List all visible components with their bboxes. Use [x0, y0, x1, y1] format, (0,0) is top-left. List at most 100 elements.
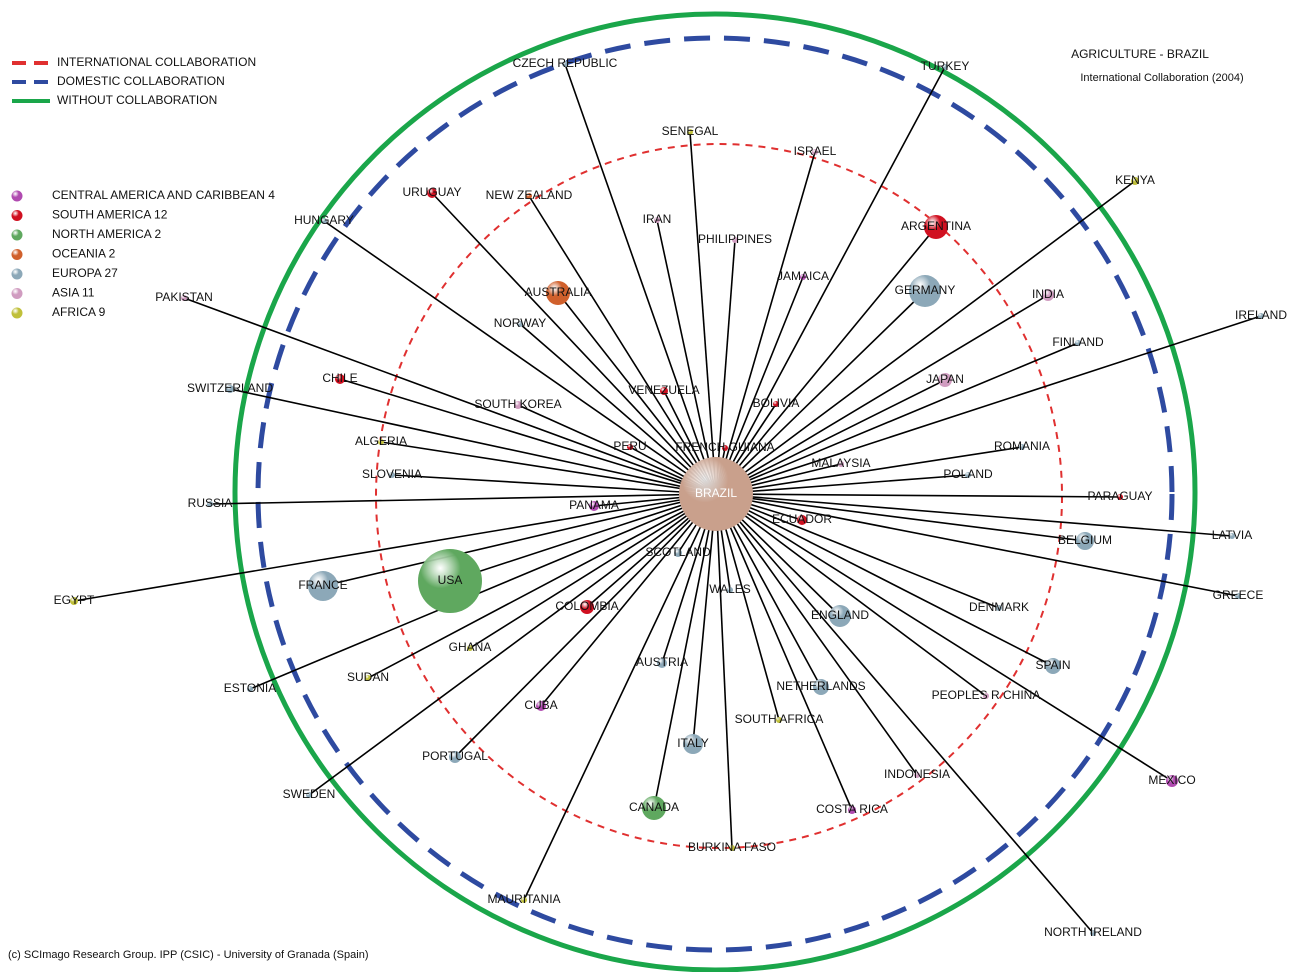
country-node: [965, 472, 971, 478]
edge: [528, 195, 717, 495]
country-label: DENMARK: [969, 600, 1029, 614]
edge: [715, 493, 733, 849]
country-label: HUNGARY: [294, 213, 354, 227]
center-node: [679, 457, 753, 531]
country-node: [674, 549, 682, 557]
edge: [715, 239, 736, 495]
country-node: [562, 61, 568, 67]
country-node: [627, 444, 633, 450]
country-node: [1117, 494, 1123, 500]
edge: [557, 292, 717, 495]
country-node: [914, 772, 920, 778]
country-label: ROMANIA: [994, 439, 1050, 453]
edge: [431, 192, 717, 495]
subtitle: International Collaboration (2004): [1080, 72, 1243, 84]
country-label: SWITZERLAND: [187, 381, 273, 395]
edge: [449, 493, 717, 582]
edge: [715, 315, 1262, 495]
edge: [715, 493, 918, 776]
country-node: [813, 679, 829, 695]
country-label: WALES: [709, 582, 751, 596]
country-label: FRENCH GUIANA: [675, 440, 774, 454]
without-collaboration-ring: [232, 11, 1198, 972]
edge: [656, 219, 717, 495]
edge: [689, 131, 717, 495]
country-label: NORWAY: [494, 316, 546, 330]
country-node: [378, 439, 384, 445]
country-node: [526, 193, 532, 199]
country-label: URUGUAY: [402, 185, 461, 199]
edge: [540, 493, 717, 707]
country-node: [335, 374, 345, 384]
country-node: [829, 605, 851, 627]
country-label: RUSSIA: [188, 496, 233, 510]
country-label: AUSTRIA: [636, 655, 688, 669]
edge: [308, 493, 717, 796]
country-node: [70, 597, 78, 605]
country-label: ENGLAND: [811, 608, 869, 622]
country-node: [909, 275, 941, 307]
country-node: [427, 188, 437, 198]
country-label: SOUTH AFRICA: [735, 712, 824, 726]
region-label: OCEANIA 2: [52, 247, 116, 261]
country-label: KENYA: [1115, 173, 1155, 187]
edge: [380, 441, 717, 495]
country-node: [536, 701, 546, 711]
region-swatch: [11, 229, 23, 241]
country-node: [657, 658, 667, 668]
country-label: MEXICO: [1148, 773, 1195, 787]
country-label: NEW ZEALAND: [486, 188, 573, 202]
country-node: [812, 149, 818, 155]
country-node: [1045, 658, 1061, 674]
country-node: [838, 461, 844, 467]
country-label: PANAMA: [569, 498, 619, 512]
country-node: [776, 717, 782, 723]
nodes: CZECH REPUBLIC TURKEY SENEGAL ISRAEL KENYA UR…: [54, 56, 1288, 939]
region-label: AFRICA 9: [52, 305, 106, 319]
country-label: SUDAN: [347, 670, 389, 684]
country-label: MAURITANIA: [487, 892, 560, 906]
country-node: [365, 675, 371, 681]
country-node: [1019, 444, 1025, 450]
country-node: [1258, 313, 1264, 319]
edge: [653, 493, 717, 809]
country-node: [942, 64, 948, 70]
edge: [249, 493, 717, 690]
edge: [715, 493, 1086, 542]
edge: [469, 493, 717, 649]
edge: [322, 493, 717, 587]
edge: [715, 66, 946, 495]
country-label: POLAND: [943, 467, 993, 481]
country-node: [687, 129, 693, 135]
edge: [715, 493, 1094, 934]
country-node: [1131, 177, 1139, 185]
edge: [715, 342, 1079, 495]
country-node: [1076, 532, 1094, 550]
country-node: [732, 237, 738, 243]
country-label: GERMANY: [895, 283, 956, 297]
country-label: ITALY: [677, 736, 709, 750]
country-label: BOLIVIA: [753, 396, 800, 410]
country-label: JAMAICA: [777, 269, 829, 283]
country-label: LATVIA: [1212, 528, 1252, 542]
edge: [715, 493, 1173, 782]
legend-label: INTERNATIONAL COLLABORATION: [57, 55, 256, 69]
edge: [391, 474, 717, 495]
country-label: ESTONIA: [224, 681, 276, 695]
edge: [367, 493, 717, 679]
country-node: [580, 600, 594, 614]
edge: [715, 226, 937, 495]
region-label: CENTRAL AMERICA AND CARIBBEAN 4: [52, 188, 275, 202]
country-label: NORTH IRELAND: [1044, 925, 1142, 939]
country-label: INDIA: [1032, 287, 1064, 301]
country-label: INDONESIA: [884, 767, 950, 781]
legend: INTERNATIONAL COLLABORATION DOMESTIC COLL…: [11, 55, 275, 319]
edge: [715, 290, 926, 495]
edge: [715, 294, 1049, 495]
region-swatch: [11, 249, 23, 260]
edge: [339, 378, 717, 495]
country-label: BELGIUM: [1058, 533, 1112, 547]
region-label: EUROPA 27: [52, 266, 118, 280]
country-node: [514, 401, 522, 409]
country-node: [727, 587, 733, 593]
